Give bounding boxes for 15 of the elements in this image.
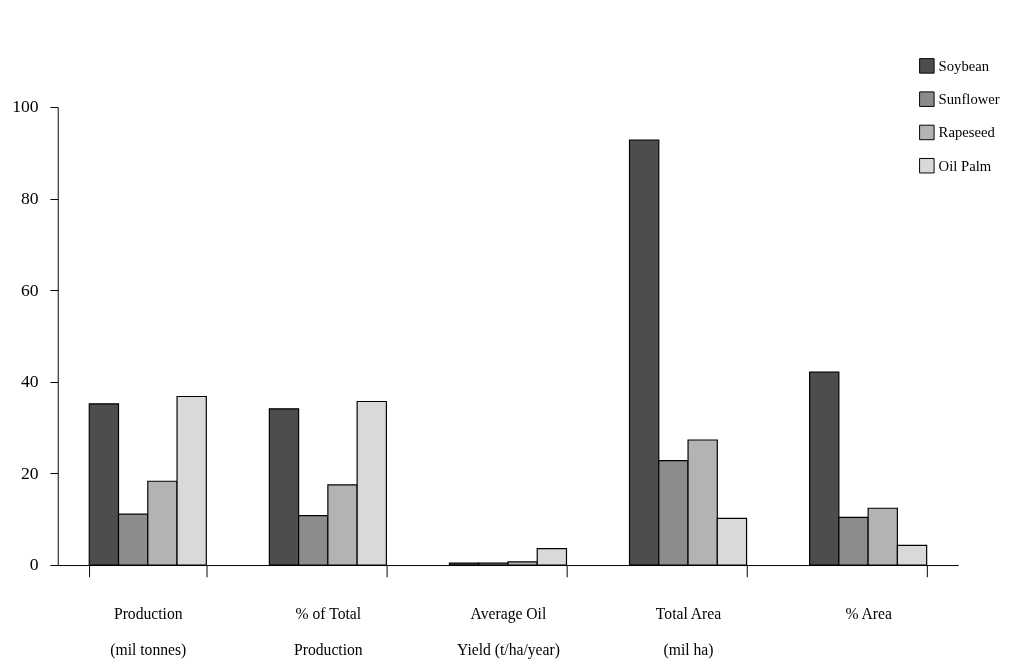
x-tick-label: % of Total Production	[294, 605, 363, 658]
x-tick-label: Production (mil tonnes)	[110, 605, 187, 659]
x-tick-label: Average Oil Yield (t/ha/year)	[456, 605, 560, 659]
legend-label: Rapeseed	[938, 124, 996, 141]
y-tick-label: 40	[21, 371, 39, 392]
y-tick-label: 60	[21, 279, 39, 300]
y-tick-label: 80	[21, 187, 39, 208]
y-tick-label: 0	[29, 554, 39, 575]
legend-label: Oil Palm	[938, 157, 992, 174]
x-tick-label: Total Area (mil ha)	[655, 605, 722, 659]
legend-label: Sunflower	[938, 91, 1000, 108]
x-tick-label: % Area	[845, 605, 892, 623]
legend-label: Soybean	[938, 57, 990, 74]
y-tick-label: 20	[21, 462, 39, 483]
y-tick-label: 100	[12, 96, 39, 117]
